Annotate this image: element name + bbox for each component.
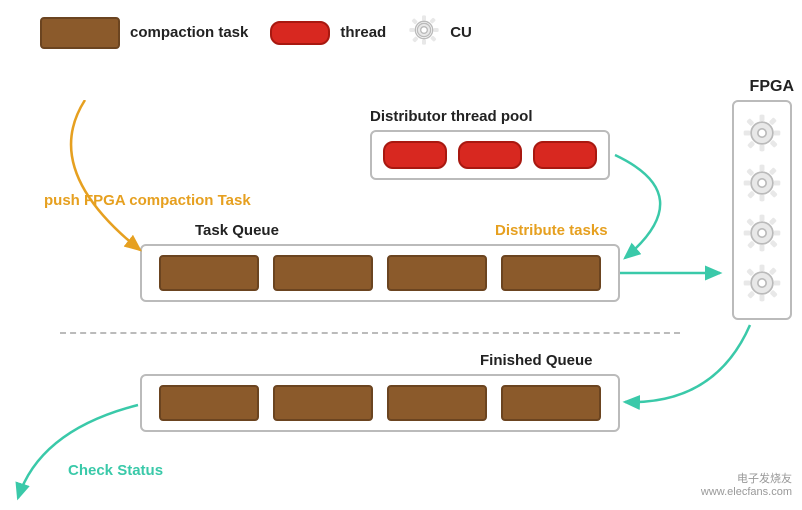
legend-compaction-swatch <box>40 17 120 49</box>
from-fpga-arrow <box>620 320 780 430</box>
task-queue <box>140 244 620 302</box>
distributor-pool <box>370 130 610 180</box>
compaction-task <box>501 385 601 421</box>
legend-thread-swatch <box>270 21 330 45</box>
compaction-task <box>159 255 259 291</box>
finished-queue-label: Finished Queue <box>480 352 593 369</box>
distribute-label: Distribute tasks <box>495 222 608 239</box>
compaction-task <box>159 385 259 421</box>
watermark-line2: www.elecfans.com <box>701 486 792 498</box>
watermark-line1: 电子发烧友 <box>701 470 792 486</box>
push-arrow <box>30 100 190 260</box>
legend-cu-label: CU <box>450 24 472 41</box>
compaction-task <box>387 385 487 421</box>
gear-icon <box>742 113 782 158</box>
compaction-task <box>387 255 487 291</box>
compaction-task <box>273 385 373 421</box>
finished-queue <box>140 374 620 432</box>
compaction-task <box>501 255 601 291</box>
divider <box>60 332 680 334</box>
legend-cu-gear-icon <box>408 14 440 51</box>
fpga-label: FPGA <box>750 78 794 96</box>
thread-box <box>383 141 447 169</box>
compaction-task <box>273 255 373 291</box>
gear-icon <box>742 163 782 208</box>
thread-box <box>533 141 597 169</box>
thread-box <box>458 141 522 169</box>
check-arrow <box>10 400 170 510</box>
gear-icon <box>742 213 782 258</box>
task-queue-label: Task Queue <box>195 222 279 239</box>
to-fpga-arrow <box>620 260 740 290</box>
watermark: 电子发烧友 www.elecfans.com <box>701 470 792 498</box>
legend-thread-label: thread <box>340 24 386 41</box>
gear-icon <box>742 263 782 308</box>
legend-compaction-label: compaction task <box>130 24 248 41</box>
legend: compaction task thread CU <box>40 14 472 51</box>
fpga-box <box>732 100 792 320</box>
distributor-label: Distributor thread pool <box>370 108 533 125</box>
